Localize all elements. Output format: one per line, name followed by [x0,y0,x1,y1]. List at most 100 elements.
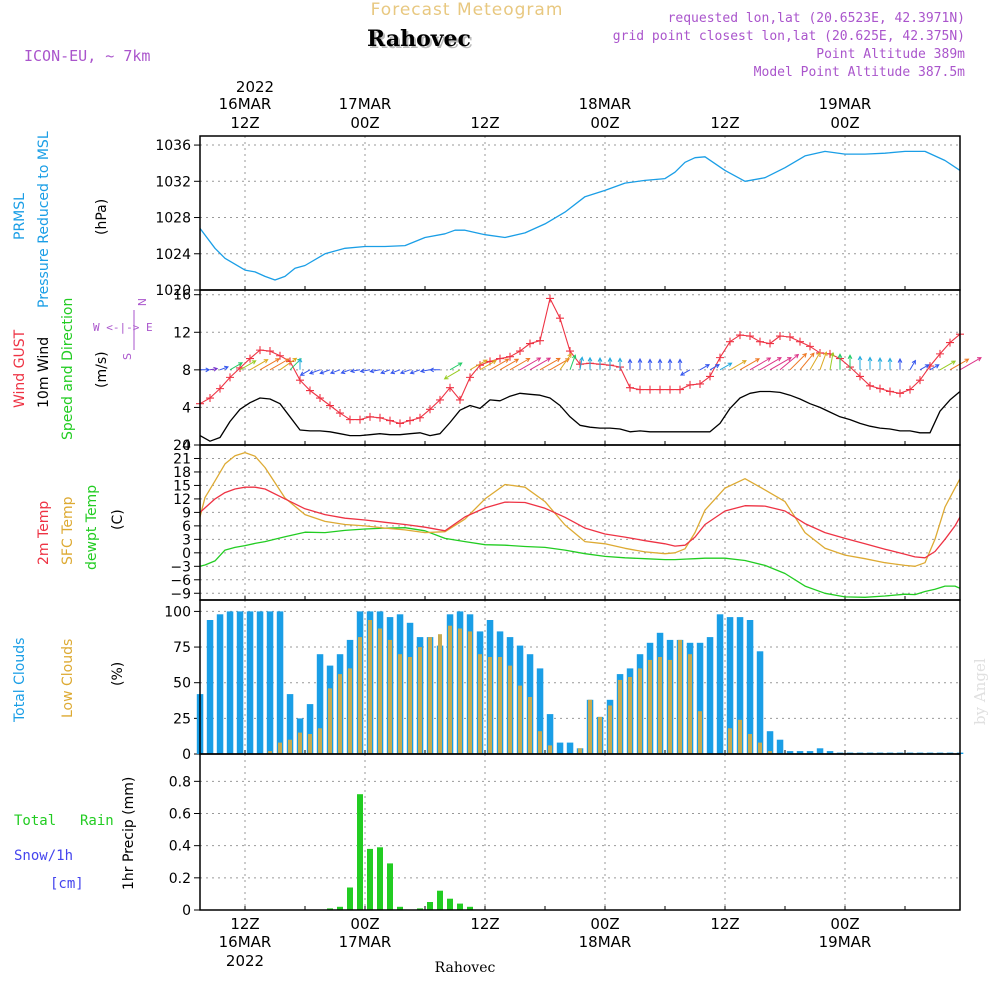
pressure-line [199,150,961,281]
wind-direction-arrow [429,367,440,373]
low-cloud-bar [678,639,682,754]
gust-marker [896,389,904,398]
pressure-panel-labels: PRMSL Pressure Reduced to MSL (hPa) [12,131,110,308]
gust-marker [676,385,684,394]
wind-unit: (m/s) [94,351,110,388]
total-cloud-bar [796,751,804,754]
wind-direction-arrow [597,357,603,370]
y-tick-label: 0.8 [169,774,191,790]
product-title: Forecast Meteogram [371,0,564,20]
gust-marker [506,352,514,361]
gust-marker [636,385,644,394]
total-cloud-bar [696,642,704,754]
low-cloud-bar [398,654,402,754]
clouds-panel-labels: Total Clouds Low Clouds (%) [12,638,126,723]
precip-panel-labels: Total Rain Snow/1h [cm] 1hr Precip (mm) [14,777,137,892]
low-clouds-label: Low Clouds [60,639,76,718]
low-cloud-bar [408,657,412,754]
total-cloud-bar [206,620,214,754]
top-hour-label: 12Z [710,114,739,132]
wind-direction-arrow [887,357,893,370]
model-label: ICON-EU, ~ 7km [24,47,150,65]
wind-direction-arrow [657,358,663,370]
y-tick-label: 0.6 [169,807,191,823]
low-cloud-bar [658,657,662,754]
wind-direction-arrow [200,367,211,373]
requested-coords: requested lon,lat (20.6523E, 42.3971N) [668,11,965,26]
wind-panel-labels: Wind GUST 10m Wind Speed and Direction (… [12,298,153,440]
wind-direction-arrow [409,369,421,375]
wind-direction-arrow [369,368,381,374]
low-cloud-bar [518,685,522,754]
point-altitude: Point Altitude 389m [816,47,965,62]
wind-direction-arrow [867,356,873,370]
sfc-temp-line [199,451,961,567]
gust-marker [786,332,794,341]
y-tick-label: 1024 [155,247,191,263]
gust-marker [526,339,534,348]
y-tick-label: 3 [182,532,191,548]
temp-sfc-label: SFC Temp [60,496,76,565]
wind-direction-arrow [579,356,584,370]
low-cloud-bar [528,697,532,754]
gust-marker [386,416,394,425]
compass-s: S [121,353,134,360]
rain-bar [467,906,473,910]
low-cloud-bar [498,657,502,754]
wind-direction-arrow [799,352,815,371]
wind-direction-arrow [469,359,488,371]
panel-wind: 0 4 8 12 16 [173,288,982,454]
wind-direction-arrow [319,369,331,375]
wind-direction-arrow [279,357,298,371]
gust-marker [296,376,304,385]
bottom-date-label: 19MAR [819,933,872,951]
total-cloud-bar [246,611,254,754]
wind-direction-arrow [627,358,633,370]
y-tick-label: 0.4 [169,839,191,855]
bottom-date-label: 16MAR [219,933,272,951]
total-cloud-bar [766,731,774,754]
gust-marker [806,342,814,351]
rain-bar [447,898,453,910]
wind-direction-arrow [559,353,572,371]
wind-direction-arrow [769,357,792,371]
gust-marker [666,385,674,394]
wind-direction-arrow [349,368,361,374]
gust-marker [416,413,424,422]
gust-marker [626,383,634,392]
y-tick-label: 1020 [155,283,191,299]
gust-marker [946,338,954,347]
total-cloud-bar [316,654,324,754]
wind-10m-label: 10m Wind [36,337,52,408]
bottom-hour-label: 12Z [230,915,259,933]
gust-marker [256,346,264,355]
rain-bar [337,906,343,910]
chart-panels: 102010241028103210360481216−9−6−30369121… [155,135,982,919]
gust-marker [766,339,774,348]
total-cloud-bar [706,637,714,754]
gust-marker [876,384,884,393]
panel-precip: 0 0.2 0.4 0.6 0.8 [169,754,960,919]
low-cloud-bar [688,654,692,754]
low-cloud-bar [328,688,332,754]
wind-direction-arrow [709,364,721,371]
wind-direction-arrow [269,358,290,371]
y-tick-label: 100 [164,604,191,620]
low-cloud-bar [308,734,312,754]
y-tick-label: 75 [173,640,191,656]
pressure-label-long: Pressure Reduced to MSL [36,131,52,308]
wind-direction-arrow [857,355,863,370]
wind-direction-arrow [340,369,351,375]
gust-marker [316,394,324,403]
gust-marker [916,376,924,385]
low-cloud-bar [378,628,382,754]
total-cloud-bar [726,617,734,754]
gust-marker [656,385,664,394]
wind-direction-arrow [219,365,229,371]
total-cloud-bar [266,611,274,754]
y-tick-label: 12 [173,325,191,341]
gust-marker [536,336,544,345]
y-tick-label: 1036 [155,138,191,154]
total-cloud-bar [736,617,744,754]
